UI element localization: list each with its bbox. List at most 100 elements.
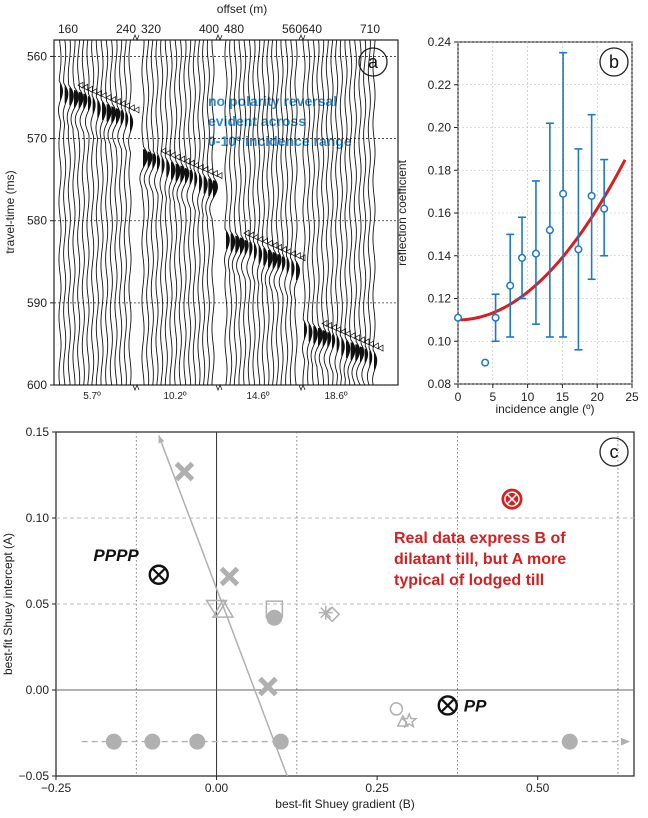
panel-a-pick-marker (160, 147, 167, 155)
panel-a-trace (95, 39, 101, 386)
panel-a-note-line-2: evident across (208, 113, 306, 129)
panel-a-gather (58, 39, 140, 386)
panel-a-pick-marker (133, 106, 140, 114)
panel-c-triangle-up-marker (211, 598, 235, 618)
panel-a-trace (107, 39, 117, 386)
panel-a-trace (260, 39, 268, 386)
panel-a-trace (112, 39, 121, 386)
panel-a-axis-break (298, 383, 306, 392)
panel-b-ytick-label: 0.10 (428, 334, 452, 348)
panel-a-trace-fill (203, 175, 208, 195)
panel-a-trace (74, 39, 84, 386)
panel-a-pick-marker (211, 169, 218, 178)
panel-a-pick-marker (77, 81, 84, 89)
panel-a-trace-fill (106, 104, 112, 123)
panel-a-trace (256, 39, 263, 386)
panel-a-trace (139, 39, 148, 386)
panel-a-trace-fill (180, 165, 185, 184)
panel-a-trace (231, 39, 241, 386)
panel-a-pick-marker (174, 153, 181, 161)
panel-a-trace-fill (258, 245, 262, 264)
panel-c-xtick-label: −0.25 (41, 781, 72, 795)
panel-a-pick-marker (252, 233, 259, 241)
panel-c: best-fit Shuey gradient (B) best-fit Shu… (1, 425, 635, 811)
panel-a-trace (284, 39, 290, 386)
panel-a-pick-marker (197, 163, 204, 171)
panel-a-trace-fill (268, 249, 273, 268)
panel-a-ytick-label: 570 (27, 132, 47, 146)
panel-c-grey-dot (105, 733, 122, 750)
panel-a-trace (329, 39, 336, 386)
panel-c-trend-arrowhead (158, 435, 165, 444)
panel-a-trace-fill (272, 251, 278, 270)
panel-b-ytick-label: 0.22 (428, 78, 452, 92)
panel-a-axis-break (215, 33, 223, 42)
panel-a-trace-fill (350, 342, 356, 361)
panel-a-pick-marker (335, 325, 342, 334)
panel-a-trace (339, 39, 345, 386)
panel-b: incidence angle (º) reflection coefficie… (395, 35, 639, 416)
panel-a-trace (99, 39, 107, 386)
panel-a-pick-marker (271, 241, 278, 250)
panel-a-pick-marker (377, 344, 384, 352)
panel-a-pick-marker (183, 157, 190, 165)
panel-a-pick-marker (289, 250, 297, 258)
panel-a-trace-fill (78, 91, 84, 110)
panel-a-trace (314, 39, 323, 386)
panel-a-trace (90, 39, 96, 386)
panel-a-pick-marker (358, 336, 365, 344)
panel-a-pick-marker (178, 155, 186, 163)
panel-a-trace (209, 39, 218, 386)
panel-a-trace (361, 39, 369, 386)
panel-a-trace-fill (213, 180, 218, 199)
panel-b-ylabel: reflection coefficient (395, 159, 409, 266)
panel-a-pick-marker (95, 89, 103, 98)
panel-a-trace-fill (74, 89, 79, 108)
panel-a-trace-fill (208, 178, 213, 197)
panel-c-ytick-label: 0.10 (26, 511, 50, 525)
panel-c-diamond-marker (324, 606, 341, 623)
panel-a-trace (205, 39, 214, 386)
panel-a-trace-fill (369, 350, 372, 369)
panel-a-trace-fill (171, 161, 175, 180)
panel-a-trace-fill (120, 110, 124, 129)
panel-a-trace (197, 39, 203, 386)
panel-c-star-marker (400, 711, 418, 729)
panel-c-grey-dot (561, 733, 578, 750)
panel-a-trace (224, 39, 230, 386)
panel-a-trace-fill (263, 247, 268, 266)
panel-c-square-marker (265, 600, 284, 618)
panel-c-note-line-1: Real data express B of (394, 530, 566, 547)
panel-b-letter-circle (599, 47, 629, 77)
panel-a-trace (351, 39, 361, 386)
panel-a-trace-fill (336, 336, 340, 355)
panel-a-trace-fill (199, 173, 202, 192)
panel-a-trace (240, 39, 249, 386)
panel-a-axis-break (132, 383, 140, 392)
panel-a-axis-break (298, 33, 306, 42)
panel-a-trace-fill (143, 149, 148, 168)
panel-b-data-point (491, 313, 500, 322)
panel-c-note-line-3: typical of lodged till (394, 572, 544, 589)
panel-a-axis-break (215, 383, 223, 392)
panel-c-point-label: PPPP (93, 546, 139, 565)
panel-c-grey-dot (189, 733, 206, 750)
panel-a-pick-marker (372, 342, 379, 350)
panel-a-trace (117, 39, 125, 386)
panel-a-trace-fill (69, 87, 74, 106)
panel-c-grey-dot (144, 733, 161, 750)
panel-a-offset-tick-label: 640 (302, 22, 322, 36)
panel-a-pick-marker (299, 254, 306, 262)
panel-a-trace (268, 39, 278, 386)
panel-a-pick-marker (119, 100, 126, 108)
panel-a-trace-fill (88, 95, 91, 114)
panel-b-data-point (600, 204, 609, 213)
panel-b-data-point (517, 253, 527, 262)
panel-c-xtick-label: 0.25 (365, 781, 389, 795)
panel-a-trace-fill (235, 235, 240, 254)
panel-a-trace (289, 39, 295, 386)
panel-c-note-line-2: dilatant till, but A more (394, 551, 566, 568)
panel-a-pick-marker (353, 334, 361, 342)
panel-a-trace-fill (296, 262, 300, 281)
